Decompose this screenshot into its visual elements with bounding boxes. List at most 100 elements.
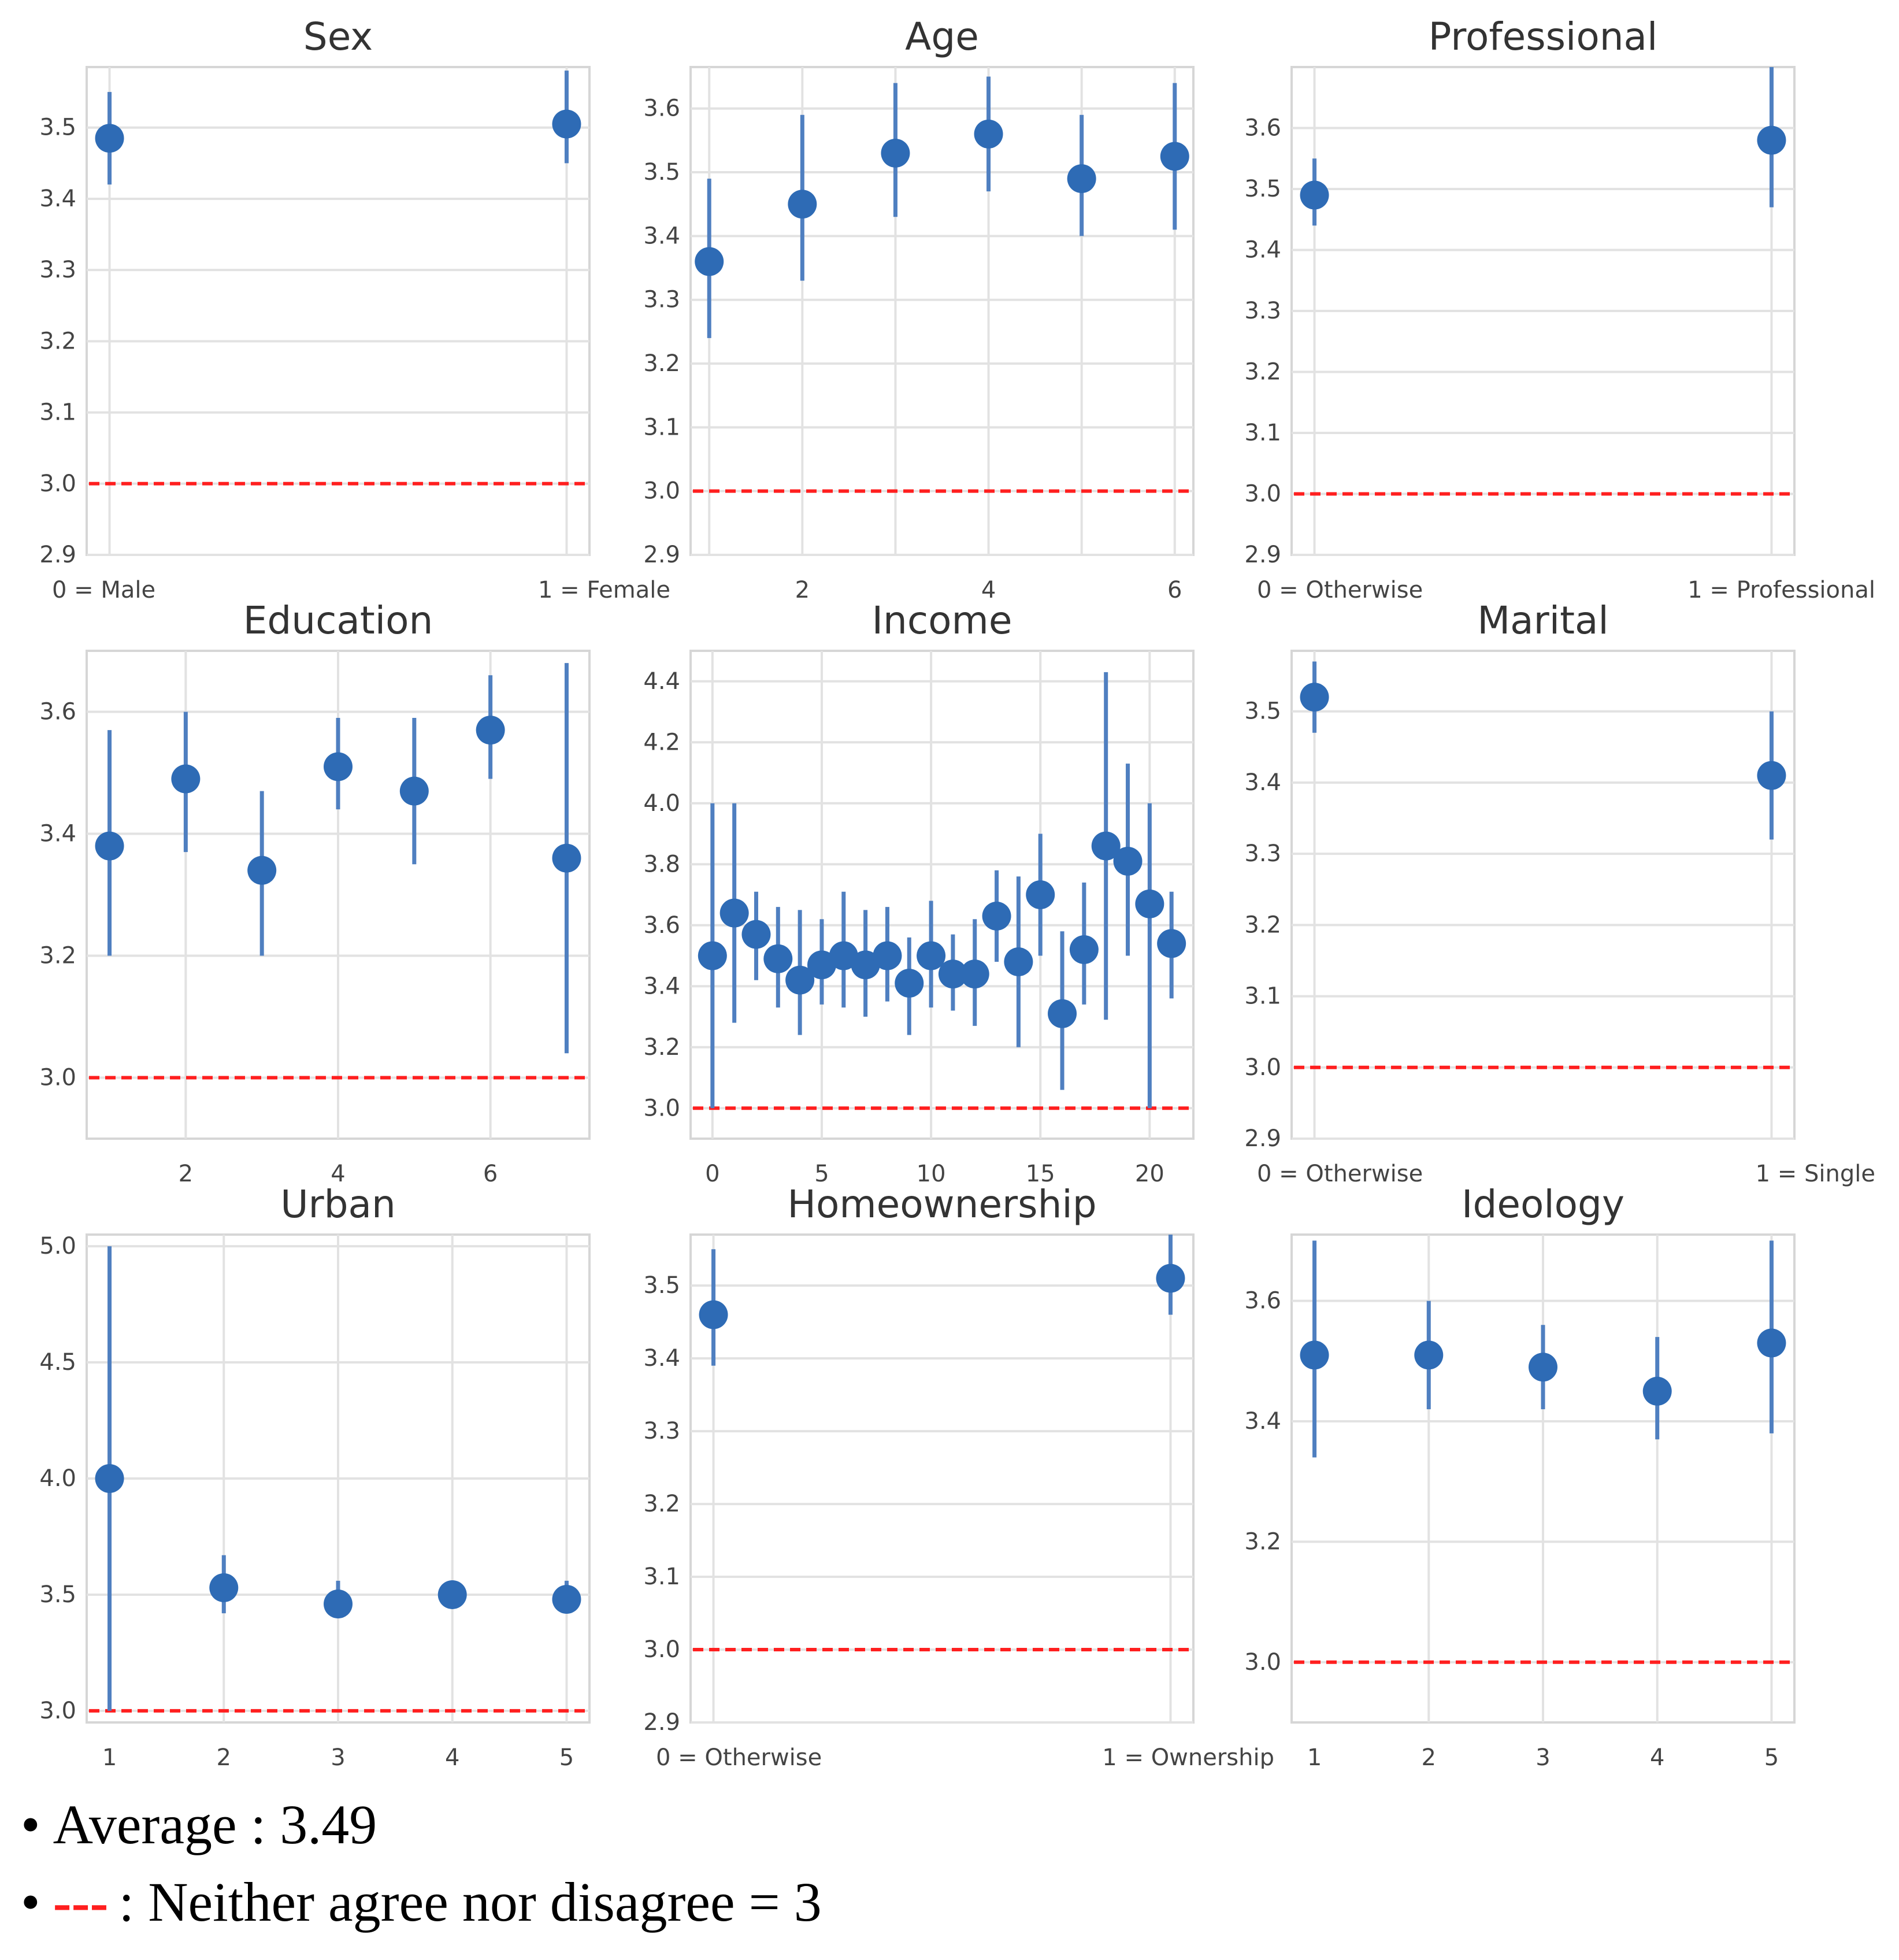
y-tick-label: 3.1 [39,399,76,426]
y-tick-label: 3.0 [1244,1054,1281,1081]
data-point [399,776,429,806]
data-point [1091,831,1121,861]
y-tick-label: 3.6 [1244,115,1281,142]
y-tick-label: 3.2 [643,1034,680,1061]
data-point [1757,125,1786,155]
x-tick-label: 15 [1026,1161,1055,1187]
data-point [247,855,277,885]
data-point [476,716,505,745]
y-tick-label: 3.0 [643,1095,680,1121]
chart-title: Homeownership [787,1182,1096,1227]
data-point [741,920,771,949]
x-tick-label: 3 [1535,1744,1550,1769]
x-tick-label: 0 = Otherwise [1257,1161,1423,1187]
average-text: Average : 3.49 [53,1794,377,1855]
x-tick-label: 4 [981,577,996,603]
y-tick-label: 3.5 [1244,176,1281,202]
x-tick-label: 20 [1135,1161,1164,1187]
data-point [974,119,1003,149]
x-tick-label: 0 = Otherwise [656,1744,822,1769]
y-tick-label: 3.8 [643,851,680,877]
chart-ideology: 3.0 3.2 3.4 3.6 1 2 3 4 5 Ideology [1244,1182,1796,1769]
x-tick-label: 2 [179,1161,193,1187]
data-point [1004,947,1033,977]
y-tick-label: 3.2 [39,943,76,969]
chart-education: 3.0 3.2 3.4 3.6 2 4 6 Education [39,598,591,1187]
data-point [1069,935,1099,964]
data-point [881,138,910,168]
x-tick-label: 4 [445,1744,459,1769]
y-tick-label: 3.2 [643,350,680,377]
y-tick-label: 4.4 [643,668,680,695]
average-note: • Average : 3.49 [21,1786,822,1863]
y-tick-label: 3.5 [1244,698,1281,725]
y-tick-label: 4.5 [39,1349,76,1376]
chart-urban: 3.0 3.5 4.0 4.5 5.0 1 2 3 4 5 Urban [39,1182,591,1769]
x-tick-label: 1 = Professional [1687,577,1875,603]
data-point [895,968,924,998]
x-tick-label: 4 [331,1161,345,1187]
y-tick-label: 3.3 [39,257,76,283]
data-point [552,109,581,139]
data-point [171,764,201,794]
data-point [1300,683,1329,712]
data-point [960,959,989,989]
x-tick-label: 6 [483,1161,498,1187]
chart-sex: 2.9 3.0 3.1 3.2 3.3 3.4 3.5 0 = Male 1 = Female S… [39,14,670,603]
y-tick-label: 3.4 [643,223,680,249]
plot-area [689,650,1195,1140]
red-dashed-line-icon: --- [53,1871,109,1933]
y-tick-label: 3.0 [39,1065,76,1091]
y-tick-label: 3.6 [1244,1288,1281,1314]
data-point [95,831,124,861]
chart-title: Sex [303,14,373,59]
data-point [763,944,793,973]
y-tick-label: 3.6 [643,95,680,122]
bullet-icon: • [21,1794,40,1855]
data-point [851,950,880,980]
data-point [1300,180,1329,210]
data-point [1300,1340,1329,1370]
plot-area [689,1233,1195,1724]
chart-homeownership: 2.9 3.0 3.1 3.2 3.3 3.4 3.5 0 = Otherwise 1 = Ow… [643,1182,1274,1769]
data-point [699,1300,728,1329]
x-tick-label: 6 [1167,577,1182,603]
y-tick-label: 3.0 [1244,481,1281,507]
figure-grid: 2.9 3.0 3.1 3.2 3.3 3.4 3.5 0 = Male 1 = Female S… [39,14,1875,1769]
chart-title: Marital [1477,598,1609,643]
y-tick-label: 3.6 [39,699,76,725]
data-point [95,1464,124,1493]
plot-area [1290,650,1796,1140]
plot-area [86,66,591,556]
data-point [1157,929,1186,958]
data-point [437,1580,467,1609]
y-tick-label: 3.2 [1244,1528,1281,1555]
x-tick-label: 10 [917,1161,946,1187]
data-point [1642,1376,1672,1406]
data-point [1067,164,1096,194]
y-tick-label: 3.1 [1244,983,1281,1010]
y-tick-label: 3.3 [1244,298,1281,324]
chart-professional: 2.9 3.0 3.1 3.2 3.3 3.4 3.5 3.6 0 = Otherwise 1 =… [1244,14,1875,603]
x-tick-label: 1 = Female [538,577,670,603]
y-tick-label: 3.2 [1244,912,1281,938]
x-tick-label: 5 [1764,1744,1779,1769]
y-tick-label: 4.2 [643,729,680,755]
y-tick-label: 3.2 [643,1491,680,1517]
data-point [938,959,967,989]
y-tick-label: 3.6 [643,912,680,939]
y-tick-label: 3.4 [643,973,680,999]
x-tick-label: 5 [559,1744,574,1769]
y-tick-label: 5.0 [39,1233,76,1259]
plot-area [689,66,1195,556]
y-tick-label: 4.0 [39,1465,76,1492]
y-tick-label: 3.5 [643,159,680,186]
y-tick-label: 3.3 [643,287,680,313]
data-point [1757,761,1786,790]
data-point [695,247,724,276]
bullet-icon: • [21,1871,40,1933]
data-point [698,941,727,970]
chart-title: Education [243,598,433,643]
data-point [1529,1353,1557,1382]
y-tick-label: 3.4 [643,1345,680,1372]
